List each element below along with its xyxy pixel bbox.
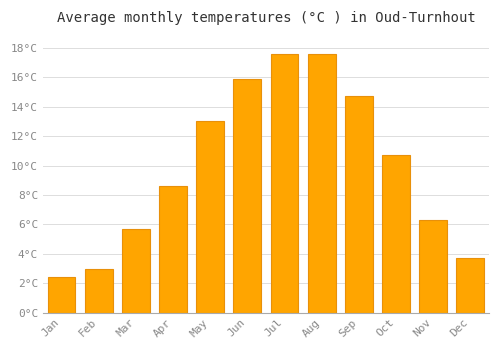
Bar	[345, 97, 373, 313]
Bar	[159, 186, 187, 313]
Bar	[308, 54, 336, 313]
Bar	[382, 155, 410, 313]
Bar	[234, 79, 262, 313]
Bar	[456, 258, 484, 313]
Bar	[270, 54, 298, 313]
Bar	[196, 121, 224, 313]
Bar	[48, 277, 76, 313]
Bar	[419, 220, 447, 313]
Bar	[85, 268, 112, 313]
Bar	[122, 229, 150, 313]
Title: Average monthly temperatures (°C ) in Oud-Turnhout: Average monthly temperatures (°C ) in Ou…	[56, 11, 476, 25]
